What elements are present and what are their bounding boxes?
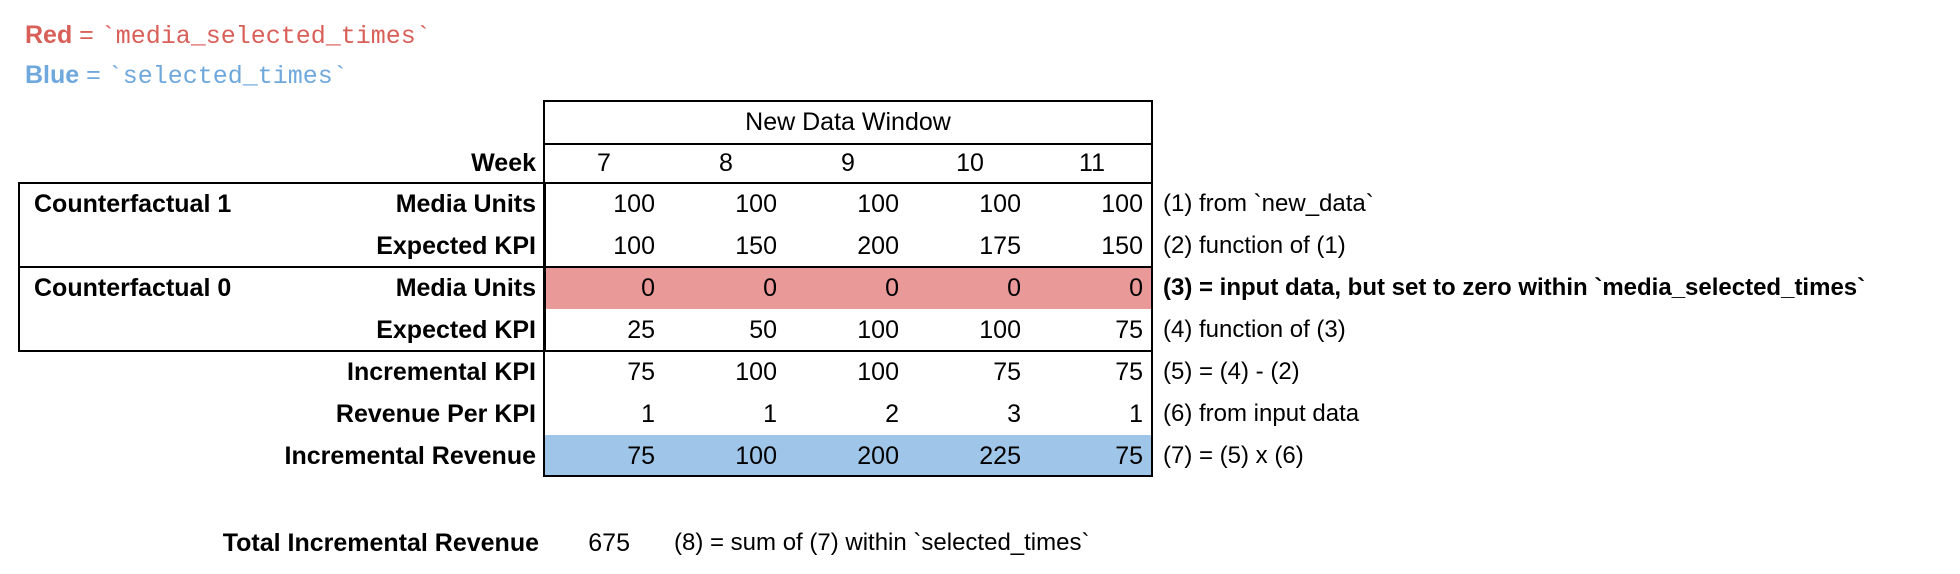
highlight-band-selected-times	[545, 435, 1151, 475]
rule-under-counterfactual1	[543, 265, 1153, 269]
cell-r2-w8: 0	[763, 274, 777, 302]
cell-r1-w9: 200	[857, 232, 899, 260]
cell-r6-w7: 75	[627, 442, 655, 470]
row-label-expected-kpi-cf1: Expected KPI	[376, 232, 536, 260]
legend-blue-equals: =	[79, 61, 108, 89]
row-label-incremental-kpi: Incremental KPI	[347, 358, 536, 386]
legend-red-equals: =	[72, 21, 101, 49]
cell-r0-w10: 100	[979, 190, 1021, 218]
row-label-incremental-revenue: Incremental Revenue	[284, 442, 537, 470]
cell-r6-w8: 100	[735, 442, 777, 470]
total-label: Total Incremental Revenue	[222, 529, 539, 557]
week-10: 10	[956, 149, 984, 177]
cell-r5-w8: 1	[763, 400, 777, 428]
cell-r0-w9: 100	[857, 190, 899, 218]
note-4: (4) function of (3)	[1163, 316, 1346, 343]
legend-blue-code: `selected_times`	[107, 62, 348, 91]
cell-r3-w7: 25	[627, 316, 655, 344]
week-7: 7	[597, 149, 611, 177]
rule-under-counterfactual0	[543, 349, 1153, 353]
rule-under-week-row	[543, 181, 1153, 185]
cell-r4-w7: 75	[627, 358, 655, 386]
cell-r2-w7: 0	[641, 274, 655, 302]
legend-red: Red = `media_selected_times`	[25, 21, 431, 51]
cell-r0-w8: 100	[735, 190, 777, 218]
cell-r1-w7: 100	[613, 232, 655, 260]
cell-r6-w10: 225	[979, 442, 1021, 470]
legend-blue-label: Blue	[25, 61, 80, 89]
highlight-band-media-selected-times	[545, 268, 1151, 309]
cell-r4-w9: 100	[857, 358, 899, 386]
rule-under-header	[543, 142, 1153, 146]
cell-r3-w9: 100	[857, 316, 899, 344]
cell-r2-w11: 0	[1129, 274, 1143, 302]
cell-r3-w10: 100	[979, 316, 1021, 344]
row-label-expected-kpi-cf0: Expected KPI	[376, 316, 536, 344]
legend-red-label: Red	[25, 21, 73, 49]
row-label-revenue-per-kpi: Revenue Per KPI	[335, 400, 536, 428]
cell-r1-w8: 150	[735, 232, 777, 260]
note-5: (5) = (4) - (2)	[1163, 358, 1300, 385]
note-6: (6) from input data	[1163, 400, 1360, 427]
note-1: (1) from `new_data`	[1163, 190, 1374, 217]
group-label-counterfactual1: Counterfactual 1	[34, 190, 232, 218]
week-9: 9	[841, 149, 855, 177]
cell-r2-w9: 0	[885, 274, 899, 302]
week-row-label: Week	[471, 149, 536, 177]
table-header: New Data Window	[745, 108, 951, 136]
note-3: (3) = input data, but set to zero within…	[1163, 274, 1866, 301]
cell-r4-w8: 100	[735, 358, 777, 386]
total-note: (8) = sum of (7) within `selected_times`	[674, 529, 1090, 556]
cell-r3-w8: 50	[749, 316, 777, 344]
cell-r6-w9: 200	[857, 442, 899, 470]
counterfactual0-box	[18, 265, 546, 353]
cell-r2-w10: 0	[1007, 274, 1021, 302]
total-value: 675	[588, 529, 630, 557]
week-8: 8	[719, 149, 733, 177]
cell-r1-w10: 175	[979, 232, 1021, 260]
cell-r3-w11: 75	[1115, 316, 1143, 344]
cell-r6-w11: 75	[1115, 442, 1143, 470]
cell-r1-w11: 150	[1101, 232, 1143, 260]
cell-r5-w7: 1	[641, 400, 655, 428]
cell-r4-w10: 75	[993, 358, 1021, 386]
legend-blue: Blue = `selected_times`	[25, 61, 348, 91]
row-label-media-units-cf0: Media Units	[395, 274, 536, 302]
legend-red-code: `media_selected_times`	[100, 22, 431, 51]
cell-r5-w9: 2	[885, 400, 899, 428]
note-2: (2) function of (1)	[1163, 232, 1346, 259]
row-label-media-units-cf1: Media Units	[395, 190, 536, 218]
note-7: (7) = (5) x (6)	[1163, 442, 1304, 469]
week-11: 11	[1079, 149, 1105, 177]
cell-r0-w7: 100	[613, 190, 655, 218]
group-label-counterfactual0: Counterfactual 0	[34, 274, 232, 302]
cell-r5-w10: 3	[1007, 400, 1021, 428]
cell-r5-w11: 1	[1129, 400, 1143, 428]
cell-r0-w11: 100	[1101, 190, 1143, 218]
cell-r4-w11: 75	[1115, 358, 1143, 386]
